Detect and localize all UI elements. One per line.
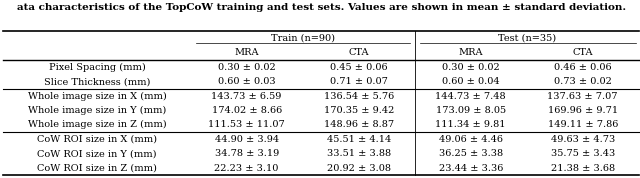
Text: CoW ROI size in Z (mm): CoW ROI size in Z (mm) [37, 164, 157, 173]
Text: CoW ROI size in Y (mm): CoW ROI size in Y (mm) [37, 149, 157, 158]
Text: Slice Thickness (mm): Slice Thickness (mm) [44, 77, 150, 86]
Text: 45.51 ± 4.14: 45.51 ± 4.14 [326, 135, 391, 144]
Text: MRA: MRA [458, 48, 483, 57]
Text: 0.71 ± 0.07: 0.71 ± 0.07 [330, 77, 388, 86]
Text: Whole image size in Y (mm): Whole image size in Y (mm) [28, 106, 166, 115]
Text: 174.02 ± 8.66: 174.02 ± 8.66 [212, 106, 282, 115]
Text: 111.34 ± 9.81: 111.34 ± 9.81 [435, 120, 506, 129]
Text: 111.53 ± 11.07: 111.53 ± 11.07 [208, 120, 285, 129]
Text: 49.63 ± 4.73: 49.63 ± 4.73 [550, 135, 615, 144]
Text: 0.30 ± 0.02: 0.30 ± 0.02 [218, 63, 276, 72]
Text: CoW ROI size in X (mm): CoW ROI size in X (mm) [37, 135, 157, 144]
Text: CTA: CTA [572, 48, 593, 57]
Text: ata characteristics of the TopCoW training and test sets. Values are shown in me: ata characteristics of the TopCoW traini… [17, 3, 626, 12]
Text: 35.75 ± 3.43: 35.75 ± 3.43 [550, 149, 615, 158]
Text: 36.25 ± 3.38: 36.25 ± 3.38 [438, 149, 503, 158]
Text: Test (n=35): Test (n=35) [498, 34, 556, 43]
Text: 149.11 ± 7.86: 149.11 ± 7.86 [548, 120, 618, 129]
Text: 0.30 ± 0.02: 0.30 ± 0.02 [442, 63, 500, 72]
Text: 144.73 ± 7.48: 144.73 ± 7.48 [435, 91, 506, 101]
Text: 21.38 ± 3.68: 21.38 ± 3.68 [550, 164, 615, 173]
Text: 170.35 ± 9.42: 170.35 ± 9.42 [323, 106, 394, 115]
Text: 148.96 ± 8.87: 148.96 ± 8.87 [324, 120, 394, 129]
Text: 44.90 ± 3.94: 44.90 ± 3.94 [214, 135, 279, 144]
Text: 34.78 ± 3.19: 34.78 ± 3.19 [214, 149, 279, 158]
Text: 0.45 ± 0.06: 0.45 ± 0.06 [330, 63, 387, 72]
Text: Whole image size in X (mm): Whole image size in X (mm) [28, 91, 166, 101]
Text: 22.23 ± 3.10: 22.23 ± 3.10 [214, 164, 279, 173]
Text: 23.44 ± 3.36: 23.44 ± 3.36 [438, 164, 503, 173]
Text: 137.63 ± 7.07: 137.63 ± 7.07 [547, 91, 618, 101]
Text: 0.60 ± 0.04: 0.60 ± 0.04 [442, 77, 499, 86]
Text: 169.96 ± 9.71: 169.96 ± 9.71 [548, 106, 618, 115]
Text: CTA: CTA [348, 48, 369, 57]
Text: 0.73 ± 0.02: 0.73 ± 0.02 [554, 77, 612, 86]
Text: 0.46 ± 0.06: 0.46 ± 0.06 [554, 63, 612, 72]
Text: 143.73 ± 6.59: 143.73 ± 6.59 [211, 91, 282, 101]
Text: 136.54 ± 5.76: 136.54 ± 5.76 [324, 91, 394, 101]
Text: 20.92 ± 3.08: 20.92 ± 3.08 [326, 164, 390, 173]
Text: Whole image size in Z (mm): Whole image size in Z (mm) [28, 120, 166, 129]
Text: 0.60 ± 0.03: 0.60 ± 0.03 [218, 77, 275, 86]
Text: Pixel Spacing (mm): Pixel Spacing (mm) [49, 63, 145, 72]
Text: Train (n=90): Train (n=90) [271, 34, 335, 43]
Text: 33.51 ± 3.88: 33.51 ± 3.88 [326, 149, 391, 158]
Text: 173.09 ± 8.05: 173.09 ± 8.05 [436, 106, 506, 115]
Text: MRA: MRA [234, 48, 259, 57]
Text: 49.06 ± 4.46: 49.06 ± 4.46 [438, 135, 502, 144]
